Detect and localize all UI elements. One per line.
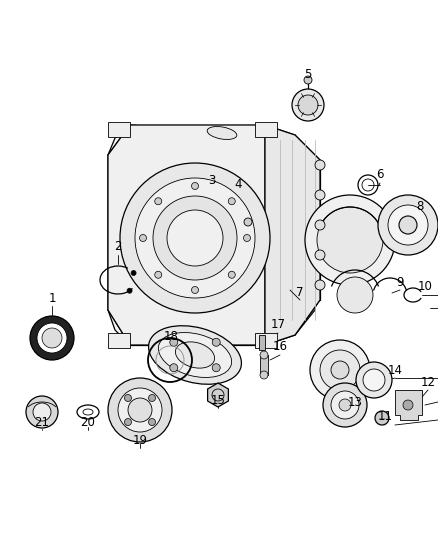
Ellipse shape [175, 342, 215, 368]
Circle shape [378, 195, 438, 255]
Circle shape [244, 218, 252, 226]
Text: 3: 3 [208, 174, 215, 187]
Circle shape [191, 182, 198, 190]
Circle shape [155, 198, 162, 205]
Circle shape [320, 350, 360, 390]
Circle shape [317, 207, 383, 273]
Circle shape [399, 216, 417, 234]
Circle shape [127, 288, 132, 293]
Circle shape [403, 400, 413, 410]
Circle shape [337, 277, 373, 313]
Circle shape [228, 271, 235, 278]
Circle shape [228, 198, 235, 205]
Text: 21: 21 [35, 416, 49, 429]
Bar [255, 333, 277, 348]
Circle shape [212, 338, 220, 346]
Circle shape [153, 196, 237, 280]
Circle shape [26, 396, 58, 428]
Text: 10: 10 [417, 280, 432, 294]
Circle shape [331, 361, 349, 379]
Circle shape [124, 394, 131, 401]
Text: 20: 20 [81, 416, 95, 429]
Circle shape [310, 340, 370, 400]
Circle shape [292, 89, 324, 121]
Circle shape [315, 160, 325, 170]
Text: 11: 11 [378, 410, 392, 424]
Circle shape [260, 351, 268, 359]
Text: 19: 19 [133, 433, 148, 447]
Polygon shape [265, 125, 320, 345]
Polygon shape [395, 390, 422, 420]
Circle shape [148, 394, 155, 401]
Text: 9: 9 [396, 276, 404, 288]
Circle shape [118, 388, 162, 432]
Circle shape [363, 369, 385, 391]
Bar [260, 355, 268, 375]
Text: 17: 17 [271, 319, 286, 332]
Circle shape [42, 328, 62, 348]
Text: 12: 12 [420, 376, 435, 389]
Bar [259, 335, 265, 350]
Polygon shape [108, 125, 320, 345]
Text: 6: 6 [376, 168, 384, 182]
Circle shape [304, 76, 312, 84]
Circle shape [148, 418, 155, 425]
Text: 7: 7 [296, 286, 304, 298]
Circle shape [244, 235, 251, 241]
Polygon shape [208, 383, 228, 407]
Circle shape [375, 411, 389, 425]
Ellipse shape [159, 333, 232, 377]
Circle shape [120, 163, 270, 313]
Circle shape [331, 391, 359, 419]
Circle shape [167, 210, 223, 266]
Circle shape [155, 271, 162, 278]
Circle shape [315, 190, 325, 200]
Ellipse shape [148, 326, 241, 384]
Text: 15: 15 [211, 393, 226, 407]
Text: 2: 2 [114, 240, 122, 254]
Circle shape [124, 418, 131, 425]
Circle shape [37, 323, 67, 353]
Text: 1: 1 [48, 292, 56, 304]
Polygon shape [108, 125, 265, 345]
Text: 5: 5 [304, 68, 312, 80]
Circle shape [170, 338, 178, 346]
Circle shape [339, 399, 351, 411]
Circle shape [139, 235, 146, 241]
Circle shape [108, 378, 172, 442]
Circle shape [356, 362, 392, 398]
Text: 18: 18 [163, 329, 178, 343]
Circle shape [388, 205, 428, 245]
Text: 14: 14 [388, 364, 403, 376]
Bar [108, 122, 130, 137]
Circle shape [260, 371, 268, 379]
Bar [255, 122, 277, 137]
Circle shape [315, 280, 325, 290]
Circle shape [33, 403, 51, 421]
Circle shape [315, 220, 325, 230]
Circle shape [305, 195, 395, 285]
Text: 8: 8 [416, 200, 424, 214]
Text: 13: 13 [348, 395, 362, 408]
Ellipse shape [207, 126, 237, 140]
Circle shape [298, 95, 318, 115]
Circle shape [315, 250, 325, 260]
Circle shape [170, 364, 178, 372]
Circle shape [191, 287, 198, 294]
Circle shape [135, 178, 255, 298]
Circle shape [128, 398, 152, 422]
Text: 16: 16 [272, 341, 287, 353]
Bar [108, 333, 130, 348]
Circle shape [131, 271, 136, 276]
Circle shape [323, 383, 367, 427]
Text: 4: 4 [234, 177, 242, 190]
Circle shape [212, 364, 220, 372]
Circle shape [30, 316, 74, 360]
